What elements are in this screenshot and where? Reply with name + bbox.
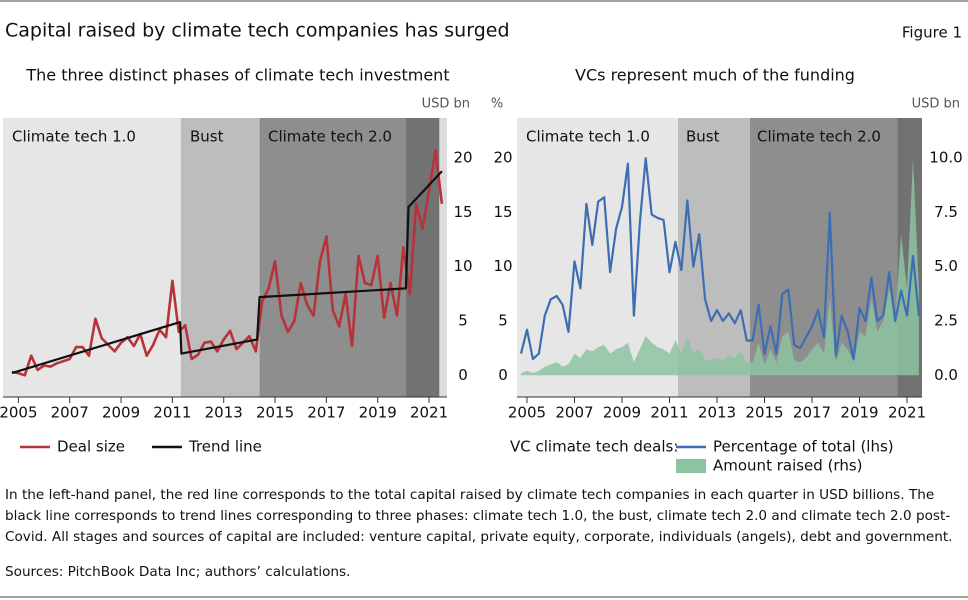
phase-label: Climate tech 1.0 <box>12 128 136 146</box>
x-tick-label: 2017 <box>793 404 831 422</box>
figure-title: Capital raised by climate tech companies… <box>5 20 510 42</box>
figure-label: Figure 1 <box>902 24 962 42</box>
y2-tick-label: 0.0 <box>934 366 958 384</box>
y-tick-label: 20 <box>453 149 472 167</box>
legend-label: Amount raised (rhs) <box>713 457 863 475</box>
x-tick-label: 2013 <box>698 404 736 422</box>
y2-tick-label: 2.5 <box>934 312 958 330</box>
y2-tick-label: 5.0 <box>934 257 958 275</box>
x-tick-label: 2019 <box>840 404 878 422</box>
x-tick-label: 2015 <box>256 404 294 422</box>
x-tick-label: 2021 <box>410 404 448 422</box>
x-tick-label: 2009 <box>603 404 641 422</box>
line <box>11 149 444 377</box>
y-axis-label: % <box>491 97 503 112</box>
x-tick-label: 2007 <box>51 404 89 422</box>
x-tick-label: 2015 <box>745 404 783 422</box>
y-tick-label: 5 <box>458 312 468 330</box>
x-tick-label: 2019 <box>359 404 397 422</box>
y-tick-label: 15 <box>493 203 512 221</box>
x-tick-label: 2021 <box>888 404 926 422</box>
legend-label: Deal size <box>57 438 125 456</box>
sources: Sources: PitchBook Data Inc; authors’ ca… <box>5 564 351 580</box>
x-tick-label: 2011 <box>650 404 688 422</box>
phase-label: Climate tech 2.0 <box>757 128 881 146</box>
x-tick-label: 2009 <box>102 404 140 422</box>
phase-band <box>180 118 260 397</box>
y-tick-label: 10 <box>453 257 472 275</box>
y-tick-label: 15 <box>453 203 472 221</box>
x-tick-label: 2017 <box>307 404 345 422</box>
y2-tick-label: 10.0 <box>929 149 962 167</box>
x-tick-label: 2013 <box>205 404 243 422</box>
phase-label: Climate tech 1.0 <box>526 128 650 146</box>
y-tick-label: 0 <box>498 366 508 384</box>
y2-tick-label: 7.5 <box>934 203 958 221</box>
y-axis-label: USD bn <box>422 97 470 112</box>
legend-swatch <box>676 459 706 473</box>
phase-band <box>259 118 406 397</box>
legend-label: Percentage of total (lhs) <box>713 438 894 456</box>
phase-label: Climate tech 2.0 <box>268 128 392 146</box>
x-tick-label: 2005 <box>508 404 546 422</box>
line <box>519 157 920 361</box>
x-tick-label: 2007 <box>555 404 593 422</box>
y-tick-label: 10 <box>493 257 512 275</box>
legend-title: VC climate tech deals: <box>510 438 678 456</box>
notes: In the left-hand panel, the red line cor… <box>5 487 953 545</box>
line <box>11 170 443 375</box>
y-tick-label: 0 <box>458 366 468 384</box>
chart-title: VCs represent much of the funding <box>575 66 855 85</box>
y-tick-label: 5 <box>498 312 508 330</box>
x-tick-label: 2005 <box>0 404 37 422</box>
y2-axis-label: USD bn <box>912 97 960 112</box>
phase-label: Bust <box>686 128 720 146</box>
x-tick-label: 2011 <box>153 404 191 422</box>
chart-title: The three distinct phases of climate tec… <box>25 66 449 85</box>
legend-label: Trend line <box>188 438 262 456</box>
phase-label: Bust <box>190 128 224 146</box>
y-tick-label: 20 <box>493 149 512 167</box>
area <box>521 158 919 376</box>
phase-band <box>3 118 181 397</box>
